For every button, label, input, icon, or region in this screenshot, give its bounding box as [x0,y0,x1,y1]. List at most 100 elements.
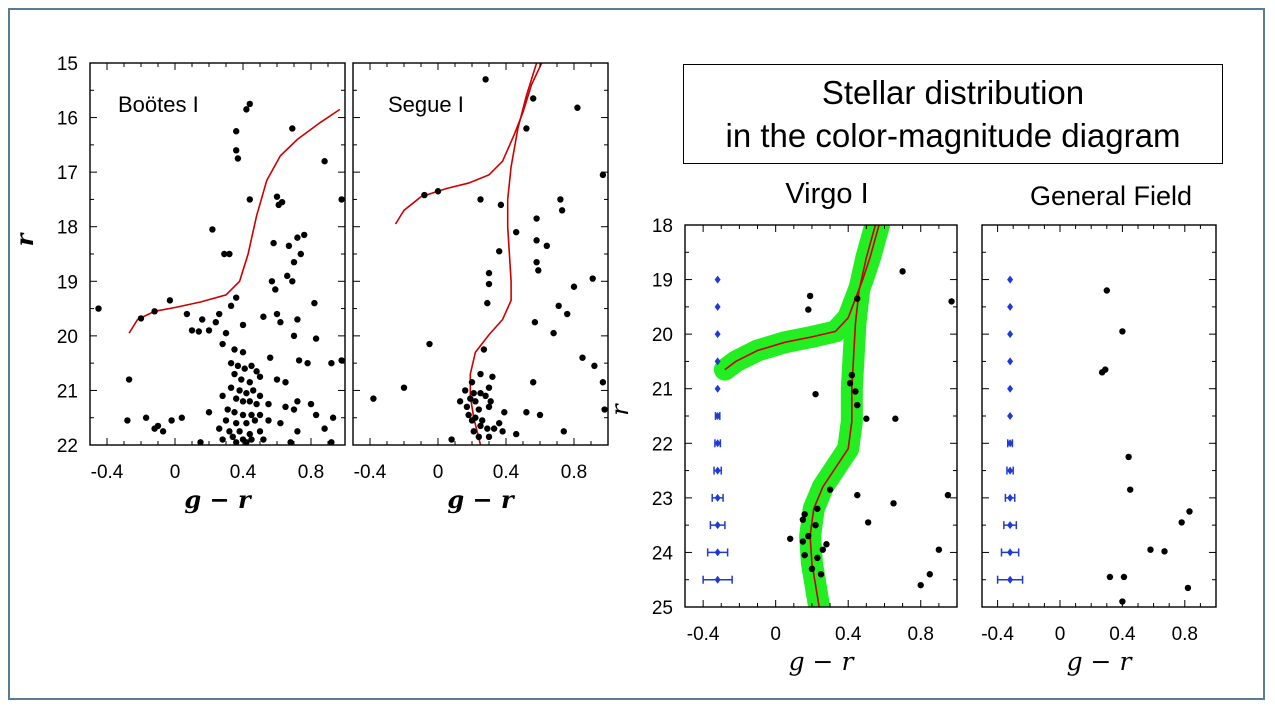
star-point [329,414,337,421]
error-bar-marker [714,466,721,475]
error-bar [713,466,723,475]
star-point [248,362,255,370]
star-point [125,376,133,383]
star-point [899,268,906,275]
star-point [530,95,537,102]
star-point [944,491,952,499]
star-point [799,538,807,545]
star-point [243,439,250,445]
star-point [289,278,296,285]
star-point [948,298,955,305]
error-bar [996,575,1024,584]
figure-title-box: Stellar distribution in the color-magnit… [683,64,1223,164]
star-point [168,417,175,424]
star-point [786,535,794,542]
star-point [560,428,567,435]
star-point [523,125,530,132]
x-tick-label: 0 [770,624,781,645]
star-point [1119,328,1126,335]
figure-frame [8,8,1265,700]
star-point [805,532,812,540]
star-point [273,376,281,383]
star-point [241,365,248,372]
panel-frame [981,224,1217,608]
star-point [1178,519,1185,526]
star-point [1098,369,1106,376]
star-point [477,389,484,397]
error-bar-marker [1007,412,1014,420]
star-point [328,359,335,367]
star-point [484,425,491,432]
star-point [475,406,482,413]
star-point [485,384,493,391]
x-tick-label: 0.8 [908,624,934,645]
star-point [558,207,566,214]
error-bar-marker [714,521,721,530]
star-point [239,349,247,356]
star-point [294,234,301,241]
star-point [321,425,328,432]
isochrone-line-1 [469,63,538,445]
star-point [812,390,819,398]
figure-title-line-1: Stellar distribution [821,74,1085,111]
star-point [523,409,530,416]
x-tick-label: 0.8 [298,462,324,483]
x-axis-label: g − r [789,647,856,676]
error-bar-marker [714,357,721,366]
star-point [557,196,564,203]
star-point [1103,287,1111,294]
star-point [219,392,226,400]
star-point [499,428,506,435]
star-point [470,389,477,397]
star-point [295,357,303,364]
star-point [468,417,476,424]
star-point [570,283,578,290]
x-tick-label: -0.4 [981,624,1014,645]
star-point [219,340,226,348]
panel-label: Virgo I [785,178,868,210]
star-point [496,419,503,427]
star-point [209,226,216,233]
star-point [543,242,550,250]
star-point [222,329,230,337]
star-point [1120,573,1128,581]
y-tick-label: 21 [57,381,78,402]
star-point [480,346,488,353]
x-tick-label: -0.4 [91,462,124,483]
x-tick-label: -0.4 [354,462,387,483]
star-point [467,395,474,402]
star-point [477,422,484,430]
x-tick-label: 0.8 [1172,624,1198,645]
error-bar [1000,548,1020,557]
star-point [282,403,289,410]
star-point [227,359,235,367]
star-point [284,272,291,280]
error-bar [1004,493,1016,502]
star-point [848,371,856,379]
star-point [555,302,562,310]
x-tick-label: 0 [1055,624,1066,645]
star-point [246,196,253,203]
star-point [137,315,145,322]
y-tick-label: 24 [652,543,674,564]
star-point [278,198,286,206]
star-point [159,428,167,435]
star-point [246,430,253,438]
star-point [823,541,830,548]
star-point [233,395,240,402]
star-point [487,398,494,405]
star-point [248,436,255,443]
star-point [801,551,808,559]
panel-frame [352,62,609,446]
error-bar [714,384,721,393]
error-bar-marker [714,548,721,557]
star-point [199,316,206,323]
plot-area [702,225,955,607]
x-axis-label: g − r [1067,647,1134,676]
star-point [472,398,479,405]
star-point [304,359,311,367]
star-point [890,500,897,507]
star-point [490,425,498,432]
star-point [227,302,235,310]
star-point [231,370,238,378]
